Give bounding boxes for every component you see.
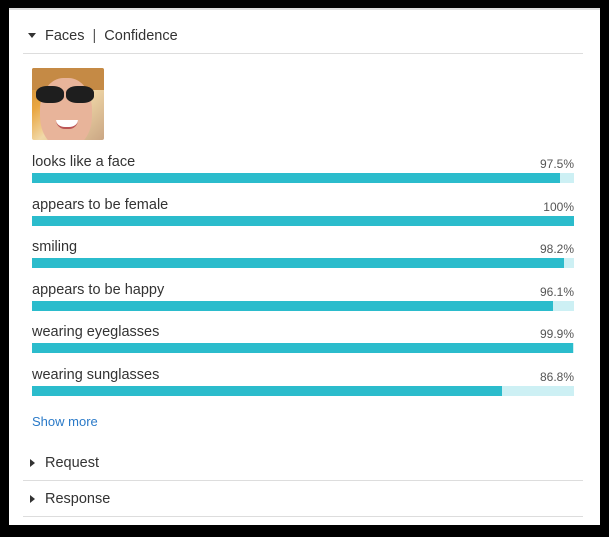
attribute-label: appears to be happy [32, 281, 165, 298]
face-thumbnail [32, 68, 104, 140]
request-section-header[interactable]: Request [23, 445, 583, 481]
confidence-value: 96.1% [539, 284, 574, 299]
confidence-bar-fill [32, 385, 503, 396]
caret-right-icon [30, 458, 35, 467]
confidence-value: 97.5% [539, 157, 574, 171]
response-title: Response [45, 490, 111, 507]
confidence-value: 98.2% [539, 242, 574, 256]
faces-title: Faces [45, 27, 85, 44]
confidence-bar-fill [32, 258, 565, 268]
request-title: Request [45, 454, 100, 471]
attribute-label: smiling [32, 239, 78, 255]
confidence-bar-fill [32, 343, 574, 353]
confidence-value: 86.8% [539, 369, 574, 384]
confidence-bar-track [32, 300, 574, 311]
confidence-bar-fill [32, 215, 574, 226]
confidence-value: 100% [543, 199, 574, 214]
confidence-bar-track [32, 173, 574, 183]
response-section-header[interactable]: Response [23, 481, 583, 517]
attribute-label: wearing sunglasses [32, 366, 160, 383]
confidence-bar-track [32, 385, 574, 396]
confidence-bar-track [32, 343, 574, 353]
attribute-label: appears to be female [32, 196, 169, 213]
show-more-link[interactable]: Show more [32, 414, 98, 429]
separator: | [92, 27, 97, 44]
attribute-label: looks like a face [32, 154, 136, 170]
confidence-bar-fill [32, 300, 553, 311]
caret-down-icon [28, 33, 36, 38]
attribute-label: wearing eyeglasses [32, 324, 160, 340]
faces-section-header[interactable]: Faces | Confidence [23, 18, 583, 54]
confidence-bar-track [32, 215, 574, 226]
confidence-bar-track [32, 258, 574, 268]
confidence-subtitle: Confidence [104, 27, 178, 44]
caret-right-icon [30, 494, 35, 503]
confidence-value: 99.9% [539, 327, 574, 341]
results-panel: Faces | Confidence looks like a face 97.5… [9, 8, 600, 525]
confidence-bar-fill [32, 173, 561, 183]
